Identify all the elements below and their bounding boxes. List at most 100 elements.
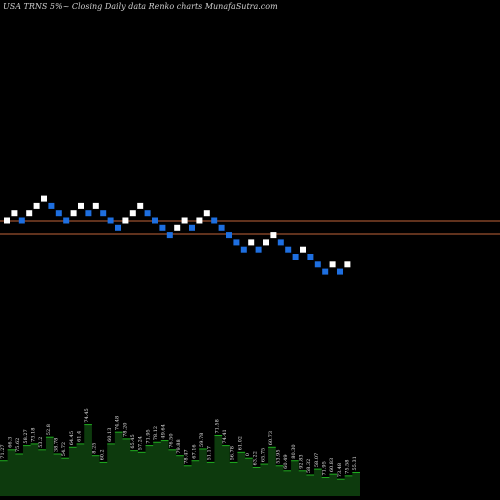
renko-brick-down [159, 224, 166, 231]
renko-brick-down [337, 268, 343, 275]
volume-label: 74.45 [84, 408, 90, 422]
volume-label: 61.02 [237, 436, 243, 450]
volume-label: 65.45 [130, 434, 136, 448]
renko-brick-up [300, 246, 306, 253]
renko-brick-down [18, 217, 25, 224]
volume-label: 75.58 [345, 460, 351, 474]
volume-label: 51.17 [207, 446, 213, 460]
volume-label: 58.32 [306, 459, 312, 473]
renko-brick-up [344, 261, 351, 268]
renko-brick-up [270, 232, 277, 239]
volume-label: 79.88 [176, 439, 182, 453]
volume-label: 71.95 [145, 429, 151, 443]
renko-brick-up [78, 202, 84, 209]
volume-label: 74.41 [222, 429, 228, 443]
renko-brick-up [70, 210, 77, 217]
renko-brick-down [218, 224, 225, 231]
volume-label: 59.78 [199, 433, 205, 447]
renko-brick-down [189, 224, 195, 231]
volume-label: 60.13 [107, 428, 113, 442]
renko-brick-down [115, 224, 121, 231]
volume-label: 92.83 [299, 454, 305, 468]
renko-brick-up [92, 202, 99, 209]
volume-label: 60.83 [329, 458, 335, 472]
renko-brick-down [292, 254, 299, 260]
renko-brick-up [4, 217, 10, 224]
renko-brick-up [196, 217, 203, 224]
renko-brick-down [152, 217, 158, 224]
volume-label: 76.50 [168, 433, 174, 447]
renko-brick-up [181, 217, 188, 224]
volume-label: 74.48 [115, 416, 121, 430]
renko-brick-up [33, 202, 40, 209]
renko-brick-down [314, 261, 321, 268]
renko-brick-up [41, 195, 47, 202]
volume-label: 52.8 [46, 424, 52, 435]
volume-label: 64.45 [69, 431, 75, 445]
renko-brick-down [255, 246, 262, 253]
renko-brick-down [63, 217, 70, 224]
volume-fill [0, 424, 360, 496]
renko-brick-up [122, 217, 129, 224]
volume-label: 54.72 [61, 442, 67, 456]
volume-label: 53.95 [276, 449, 282, 463]
volume-label: 61.4 [76, 431, 82, 442]
volume-area [0, 424, 360, 496]
chart-title: USA TRNS 5%~ Closing Daily data Renko ch… [3, 2, 278, 11]
volume-label: 58.07 [314, 453, 320, 467]
renko-brick-down [277, 239, 284, 246]
volume-label: 80.30 [291, 444, 297, 458]
renko-brick-down [240, 246, 247, 253]
renko-brick-down [144, 210, 151, 217]
renko-brick-up [129, 210, 136, 217]
renko-brick-down [322, 268, 329, 275]
renko-brick-up [329, 261, 336, 268]
volume-label: 65.75 [260, 448, 266, 462]
renko-brick-up [174, 224, 181, 231]
renko-brick-down [166, 232, 173, 239]
renko-brick-down [226, 232, 232, 239]
volume-label: 57.24 [138, 436, 144, 450]
volume-label: 60.49 [283, 454, 289, 468]
volume-label: 67.16 [191, 444, 197, 458]
volume-label: 8.25 [92, 443, 98, 454]
volume-label: 78.20 [122, 423, 128, 437]
volume-label: 71.27 [0, 444, 6, 458]
volume-label: 73.18 [30, 428, 36, 442]
renko-brick-up [26, 210, 33, 217]
volume-label: 78.12 [153, 426, 159, 440]
volume-label: 66.3 [7, 437, 13, 448]
volume-label: 49.64 [161, 424, 167, 438]
volume-label: 71.58 [214, 419, 220, 433]
renko-brick-up [263, 239, 269, 246]
renko-brick-up [203, 210, 210, 217]
renko-brick-up [137, 202, 144, 209]
volume-label: 75.62 [15, 438, 21, 452]
reference-lines [0, 220, 500, 235]
renko-brick-up [11, 210, 18, 217]
volume-label: 63.22 [253, 451, 259, 465]
renko-brick-down [307, 254, 314, 260]
renko-brick-down [107, 217, 114, 224]
volume-label: 53.2 [38, 437, 44, 448]
volume-label: 0 [245, 453, 251, 456]
renko-brick-down [55, 210, 62, 217]
volume-label: 55.31 [352, 456, 358, 470]
volume-label: 71.95 [322, 461, 328, 475]
renko-bricks [4, 195, 351, 275]
volume-label: 56.78 [230, 446, 236, 460]
renko-brick-down [85, 210, 92, 217]
volume-label: 78.47 [184, 449, 190, 463]
renko-brick-down [211, 217, 218, 224]
volume-label: 60.73 [268, 431, 274, 445]
volume-label: 38.78 [53, 438, 59, 452]
renko-brick-down [285, 246, 292, 253]
renko-brick-up [248, 239, 255, 246]
volume-label: 58.27 [23, 429, 29, 443]
renko-brick-down [48, 202, 55, 209]
volume-label: 60.2 [99, 449, 105, 460]
renko-brick-down [100, 210, 107, 217]
